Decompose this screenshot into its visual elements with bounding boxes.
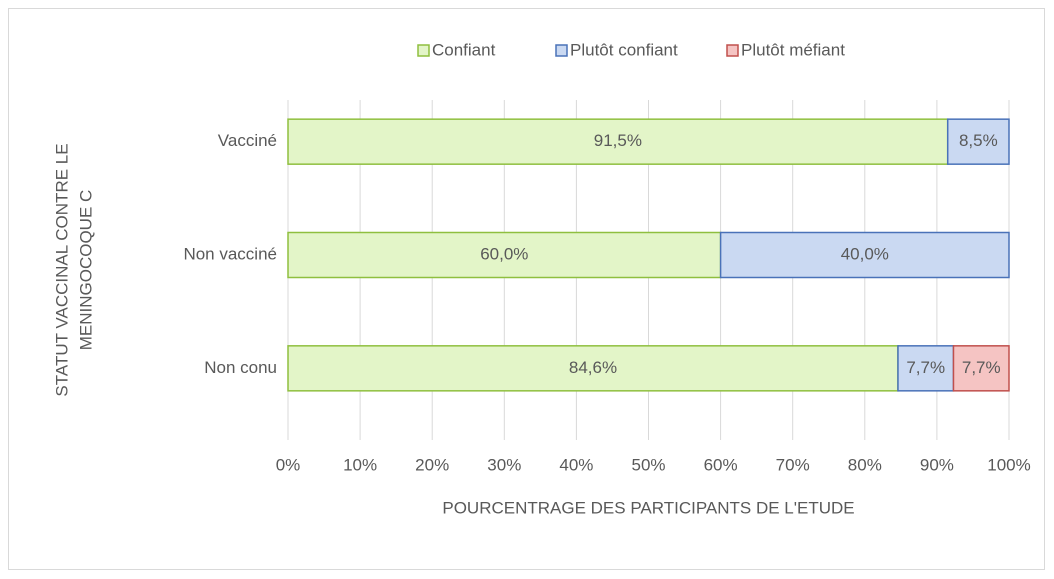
legend-swatch (726, 44, 739, 57)
bar-segment (946, 118, 1010, 165)
data-label: 8,5% (959, 131, 998, 150)
y-tick-label: Vacciné (218, 131, 277, 150)
bar-segment (719, 231, 1010, 279)
x-tick-label: 20% (415, 455, 449, 474)
data-label: 91,5% (594, 131, 642, 150)
x-tick-label: 70% (776, 455, 810, 474)
x-axis-title: POURCENTRAGE DES PARTICIPANTS DE L'ETUDE (442, 498, 854, 517)
bar-segment (287, 345, 899, 392)
x-tick-label: 40% (559, 455, 593, 474)
y-tick-label: Non vacciné (183, 244, 277, 263)
bar-segment (952, 345, 1010, 392)
x-tick-label: 100% (987, 455, 1030, 474)
x-tick-label: 10% (343, 455, 377, 474)
x-tick-label: 50% (631, 455, 665, 474)
x-tick-label: 80% (848, 455, 882, 474)
bar-segment (897, 345, 955, 392)
legend-swatch (555, 44, 568, 57)
legend-label: Plutôt confiant (570, 40, 678, 59)
y-axis-title: STATUT VACCINAL CONTRE LE (52, 143, 71, 396)
data-label: 40,0% (841, 244, 889, 263)
data-label: 84,6% (569, 358, 617, 377)
legend-label: Plutôt méfiant (741, 40, 845, 59)
x-tick-label: 60% (704, 455, 738, 474)
x-tick-label: 90% (920, 455, 954, 474)
x-tick-label: 0% (276, 455, 301, 474)
legend-label: Confiant (432, 40, 496, 59)
data-label: 7,7% (906, 358, 945, 377)
bar-segment (287, 118, 949, 165)
chart-border (8, 8, 1045, 570)
y-tick-label: Non conu (204, 358, 277, 377)
data-label: 60,0% (480, 244, 528, 263)
x-tick-label: 30% (487, 455, 521, 474)
data-label: 7,7% (962, 358, 1001, 377)
legend-swatch (417, 44, 430, 57)
y-axis-title: MENINGOCOQUE C (76, 190, 95, 351)
